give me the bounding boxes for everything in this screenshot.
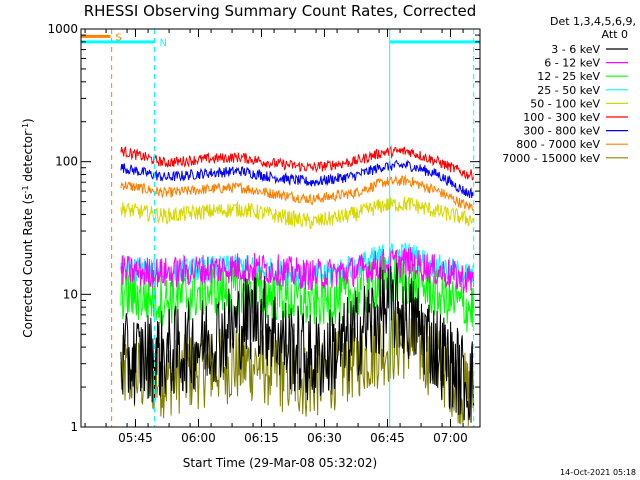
- legend-label-6: 300 - 800 keV: [523, 125, 600, 138]
- y-axis-label-main: Corrected Count Rate (s: [21, 193, 35, 337]
- legend-label-8: 7000 - 15000 keV: [502, 152, 600, 165]
- legend-header-detectors: Det 1,3,4,5,6,9,: [550, 15, 636, 28]
- y-axis-label-sup1: -1: [21, 185, 30, 193]
- y-axis-label-sup2: -1: [21, 123, 30, 131]
- plot-frame: [80, 28, 481, 428]
- legend-label-7: 800 - 7000 keV: [516, 138, 600, 151]
- legend-label-3: 25 - 50 keV: [537, 84, 600, 97]
- legend-label-2: 12 - 25 keV: [537, 70, 600, 83]
- y-tick-label-1: 10: [63, 287, 78, 301]
- x-tick-label-4: 06:45: [370, 431, 405, 445]
- series-line-6: [120, 159, 475, 198]
- y-tick-label-3: 1000: [47, 22, 78, 36]
- legend-label-0: 3 - 6 keV: [551, 43, 600, 56]
- legend-label-5: 100 - 300 keV: [523, 111, 600, 124]
- series-line-5: [120, 145, 475, 181]
- y-axis-label-mid: detector: [21, 131, 35, 186]
- series-line-0: [120, 262, 475, 423]
- x-tick-label-5: 07:00: [433, 431, 468, 445]
- legend-label-4: 50 - 100 keV: [530, 97, 600, 110]
- series-line-7: [120, 174, 474, 212]
- x-tick-label-1: 06:00: [181, 431, 216, 445]
- x-tick-label-3: 06:30: [307, 431, 342, 445]
- y-axis-label: Corrected Count Rate (s-1 detector-1): [21, 118, 36, 337]
- x-tick-label-2: 06:15: [244, 431, 279, 445]
- series-line-1: [120, 246, 475, 294]
- legend-header-attenuator: Att 0: [602, 28, 628, 41]
- footer-timestamp: 14-Oct-2021 05:18: [560, 468, 636, 477]
- chart-title: RHESSI Observing Summary Count Rates, Co…: [84, 2, 477, 20]
- legend-label-1: 6 - 12 keV: [544, 57, 600, 70]
- series-line-4: [120, 196, 475, 229]
- x-tick-label-0: 05:45: [118, 431, 153, 445]
- y-tick-label-0: 1: [70, 420, 78, 434]
- flag-label-0: S: [115, 32, 121, 43]
- y-axis-label-end: ): [21, 118, 35, 123]
- y-tick-label-2: 100: [55, 155, 78, 169]
- flag-label-1: N: [160, 38, 167, 49]
- x-axis-label: Start Time (29-Mar-08 05:32:02): [183, 456, 377, 470]
